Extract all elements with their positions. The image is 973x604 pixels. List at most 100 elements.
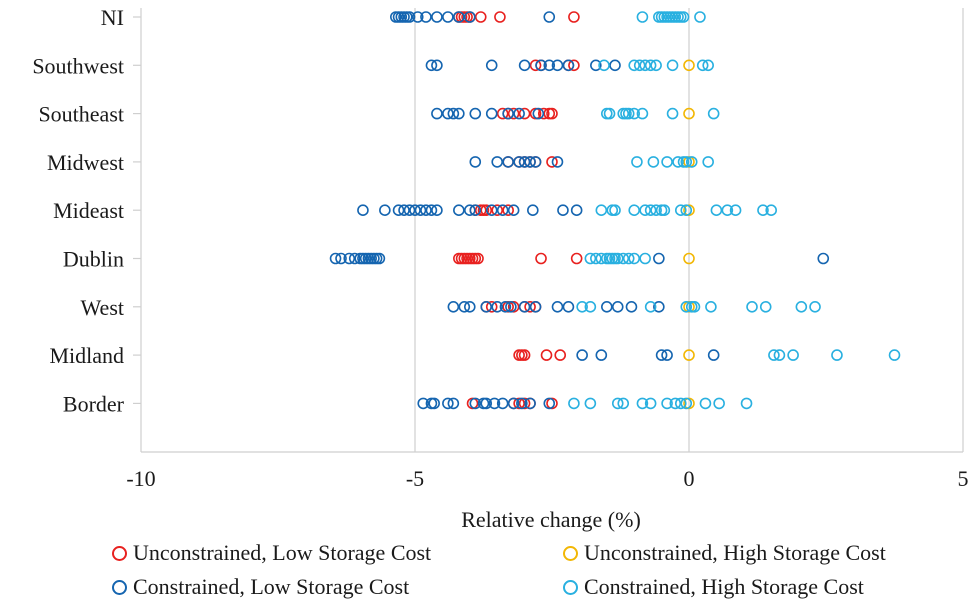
data-point xyxy=(683,252,695,265)
data-point xyxy=(576,300,588,313)
data-point xyxy=(765,204,778,216)
data-point xyxy=(595,349,608,361)
data-point xyxy=(702,156,714,168)
data-point xyxy=(447,300,460,313)
data-point xyxy=(721,204,734,216)
data-point xyxy=(617,252,630,265)
y-tick-label: Southwest xyxy=(32,53,124,78)
data-point xyxy=(655,349,668,361)
data-point xyxy=(485,107,498,120)
data-point xyxy=(453,107,465,120)
data-point xyxy=(411,11,424,23)
data-point xyxy=(633,59,646,72)
data-point xyxy=(335,252,347,265)
data-point xyxy=(425,204,438,216)
data-point xyxy=(469,156,482,168)
data-point xyxy=(702,59,714,72)
x-axis-title: Relative change (%) xyxy=(461,507,641,532)
legend-label: Unconstrained, High Storage Cost xyxy=(584,540,886,565)
data-point xyxy=(584,252,597,265)
data-point xyxy=(576,349,588,361)
data-point xyxy=(603,107,616,120)
data-point xyxy=(713,397,725,410)
series-group xyxy=(329,11,830,410)
data-point xyxy=(617,397,630,410)
data-point xyxy=(502,156,514,168)
data-point xyxy=(611,252,624,265)
data-point xyxy=(507,204,520,216)
data-point xyxy=(570,252,583,265)
data-point xyxy=(639,59,651,72)
data-point xyxy=(463,204,476,216)
data-point xyxy=(469,107,482,120)
data-point xyxy=(516,397,528,410)
data-point xyxy=(622,107,635,120)
data-point xyxy=(507,107,520,120)
data-point xyxy=(746,300,758,313)
y-tick-label: NI xyxy=(101,5,124,30)
series-group xyxy=(568,11,901,410)
data-point xyxy=(598,59,610,72)
data-point xyxy=(625,300,638,313)
data-point xyxy=(343,252,356,265)
data-point xyxy=(551,300,564,313)
data-point xyxy=(442,397,454,410)
data-point xyxy=(447,397,460,410)
data-point xyxy=(650,204,662,216)
data-point xyxy=(469,397,482,410)
data-point xyxy=(529,156,542,168)
data-point xyxy=(595,252,608,265)
data-point xyxy=(696,59,709,72)
data-point xyxy=(611,300,624,313)
data-point xyxy=(568,397,580,410)
data-point xyxy=(787,349,799,361)
data-point xyxy=(628,107,641,120)
legend-item: Constrained, High Storage Cost xyxy=(563,574,864,600)
data-point xyxy=(628,252,641,265)
data-point xyxy=(644,59,657,72)
data-point xyxy=(757,204,769,216)
legend-item: Constrained, Low Storage Cost xyxy=(112,574,409,600)
data-point xyxy=(628,59,641,72)
data-point xyxy=(543,397,556,410)
series-group xyxy=(453,11,583,410)
data-point xyxy=(650,59,662,72)
data-point xyxy=(653,300,665,313)
data-point xyxy=(562,300,575,313)
data-point xyxy=(773,349,786,361)
data-point xyxy=(518,300,531,313)
data-point xyxy=(554,349,567,361)
data-point xyxy=(666,107,679,120)
data-point xyxy=(683,107,695,120)
legend: Unconstrained, Low Storage Cost Unconstra… xyxy=(0,536,973,604)
data-point xyxy=(458,300,471,313)
data-point xyxy=(463,11,476,23)
data-point xyxy=(398,204,410,216)
x-tick-label: 5 xyxy=(958,466,969,491)
data-point xyxy=(631,156,643,168)
data-point xyxy=(425,59,438,72)
x-axis: -10 -5 0 5 xyxy=(126,451,969,491)
data-point xyxy=(529,59,542,72)
data-point xyxy=(447,107,460,120)
data-point xyxy=(329,252,342,265)
data-point xyxy=(551,59,564,72)
data-point xyxy=(485,59,498,72)
scatter-chart: -10 -5 0 5 NI Southwest Southeast Midwest Midea… xyxy=(32,5,969,532)
data-point xyxy=(546,156,558,168)
data-point xyxy=(491,300,504,313)
data-point xyxy=(680,397,693,410)
data-point xyxy=(373,252,386,265)
data-point xyxy=(480,300,493,313)
data-point xyxy=(669,397,682,410)
data-point xyxy=(639,204,651,216)
data-point xyxy=(513,107,525,120)
data-point xyxy=(543,11,556,23)
x-tick-label: 0 xyxy=(684,466,695,491)
data-point xyxy=(557,204,569,216)
data-point xyxy=(685,156,698,168)
data-point xyxy=(485,204,498,216)
data-point xyxy=(496,397,509,410)
data-point xyxy=(392,204,405,216)
legend-marker xyxy=(112,579,127,595)
